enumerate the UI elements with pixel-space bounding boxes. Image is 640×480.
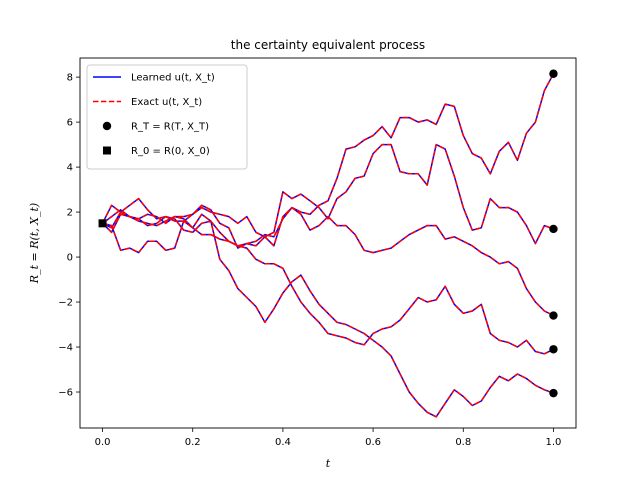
terminal-point-4 [549,345,558,354]
initial-point [98,219,107,228]
chart-title: the certainty equivalent process [231,38,425,52]
legend-label: R_0 = R(0, X_0) [131,146,210,157]
y-axis: −6 −4 −2 0 2 4 6 8 [58,73,80,399]
y-tick-label: 2 [67,208,73,219]
y-tick-label: 4 [67,163,73,174]
terminal-point-2 [549,224,558,234]
legend-box [86,64,248,170]
legend-label: Learned u(t, X_t) [131,73,215,84]
y-axis-label: R_t = R(t, X_t) [28,203,41,284]
exact-line-1 [101,73,555,249]
legend-swatch [102,121,112,131]
terminal-point-5 [549,388,558,398]
legend-item-2: Exact u(t, X_t) [93,97,202,108]
x-tick-label: 0.6 [365,437,381,448]
x-tick-label: 0.4 [275,437,291,448]
x-axis-label: t [326,457,331,470]
x-tick-label: 0.2 [185,437,201,448]
y-tick-label: 8 [67,73,73,84]
plot-frame [79,57,577,429]
legend-item-1: Learned u(t, X_t) [93,73,215,84]
plot-area [98,69,558,418]
x-tick-label: 0.8 [455,437,471,448]
y-tick-label: 6 [67,118,73,129]
exact-line-4 [102,209,554,355]
exact-line-2 [102,143,554,245]
terminal-point-1 [549,69,558,78]
legend: Learned u(t, X_t) Exact u(t, X_t) R_T = R(… [86,64,248,170]
y-tick-label: −4 [58,343,73,354]
x-tick-label: 0.0 [95,437,111,448]
y-tick-label: −2 [58,298,73,309]
legend-label: Exact u(t, X_t) [131,97,202,108]
y-tick-label: 0 [67,253,73,264]
exact-line-5 [101,204,554,418]
y-tick-label: −6 [58,388,73,399]
legend-swatch [103,146,111,155]
exact-line-3 [102,206,554,317]
terminal-point-3 [549,311,558,320]
x-axis: 0.0 0.2 0.4 0.6 0.8 1.0 [95,428,562,448]
legend-item-3: R_T = R(T, X_T) [102,121,209,133]
legend-label: R_T = R(T, X_T) [131,122,209,133]
x-tick-label: 1.0 [546,437,562,448]
legend-item-4: R_0 = R(0, X_0) [103,146,210,157]
